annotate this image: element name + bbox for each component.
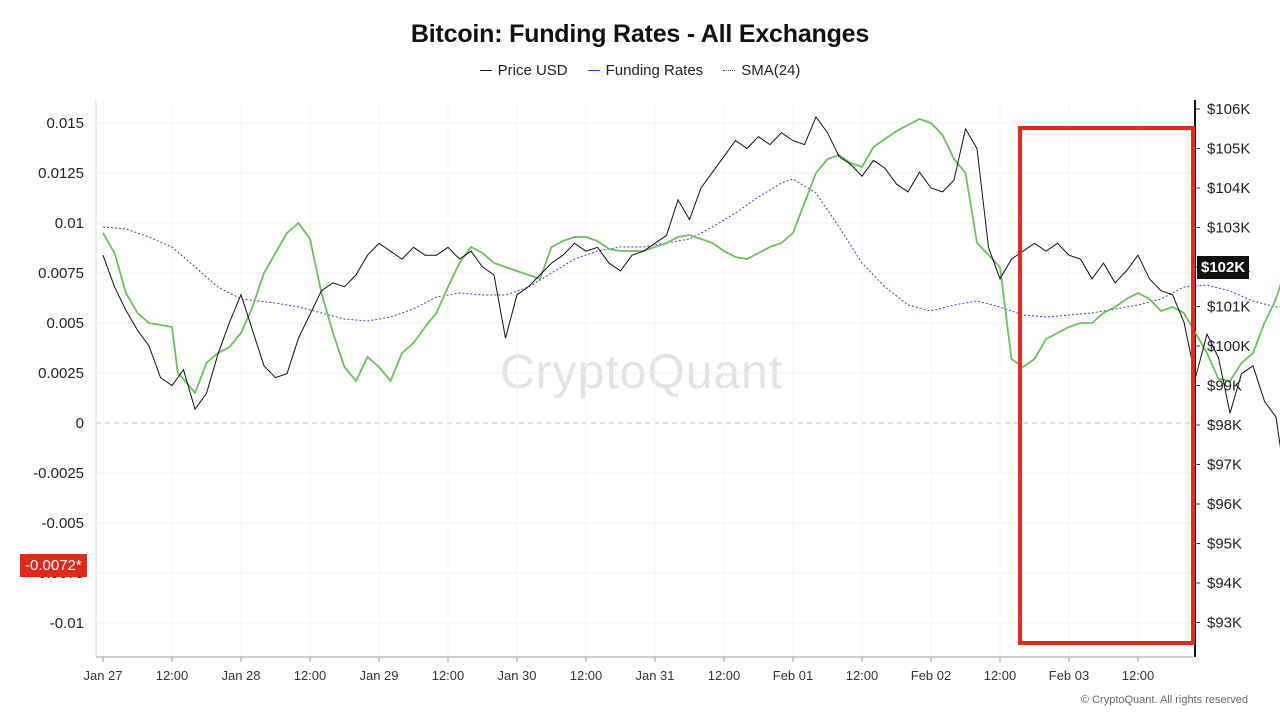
left-tick-label: -0.005 <box>41 515 84 532</box>
left-tick-label: -0.0025 <box>33 465 84 482</box>
legend-label-price: Price USD <box>497 62 568 79</box>
left-tick-label: 0.0125 <box>38 165 84 182</box>
legend-item-funding-rates[interactable]: Funding Rates <box>587 62 704 79</box>
x-tick-label: Jan 27 <box>83 668 122 683</box>
right-tick-label: $105K <box>1207 141 1250 158</box>
x-tick-label: Feb 03 <box>1049 668 1089 683</box>
x-tick-label: Jan 30 <box>497 668 536 683</box>
right-tick-label: $93K <box>1207 615 1242 632</box>
x-tick-label: 12:00 <box>432 668 465 683</box>
right-tick-label: $100K <box>1207 338 1250 355</box>
current-price-badge: $102K <box>1197 256 1250 279</box>
right-tick-label: $95K <box>1207 536 1242 553</box>
axes <box>95 100 1200 662</box>
left-tick-label: 0.0075 <box>38 265 84 282</box>
x-tick-label: 12:00 <box>156 668 189 683</box>
sma-swatch-icon <box>723 70 736 71</box>
copyright: © CryptoQuant. All rights reserved <box>1080 694 1248 706</box>
right-tick-label: $103K <box>1207 220 1250 237</box>
x-tick-label: 12:00 <box>294 668 327 683</box>
tick-labels: 0.015 0.0125 0.01 0.0075 0.005 0.0025 0 -0.0025… <box>33 101 1250 683</box>
left-tick-label: 0.01 <box>55 215 84 232</box>
right-tick-label: $104K <box>1207 180 1250 197</box>
legend: Price USD Funding Rates SMA(24) <box>0 62 1280 79</box>
left-tick-label: 0 <box>76 415 84 432</box>
x-tick-label: 12:00 <box>708 668 741 683</box>
right-tick-label: $96K <box>1207 496 1242 513</box>
left-tick-label: -0.01 <box>50 615 84 632</box>
chart-title: Bitcoin: Funding Rates - All Exchanges <box>410 20 870 48</box>
right-tick-label: $98K <box>1207 417 1242 434</box>
left-tick-label: 0.0025 <box>38 365 84 382</box>
legend-label-sma: SMA(24) <box>741 62 801 79</box>
price-swatch-icon <box>479 70 492 71</box>
x-tick-label: Feb 01 <box>773 668 813 683</box>
left-tick-label: 0.015 <box>46 115 84 132</box>
x-tick-label: Jan 31 <box>635 668 674 683</box>
grid <box>96 100 1193 657</box>
highlight-box <box>1018 126 1195 645</box>
right-tick-label: $94K <box>1207 575 1242 592</box>
funding-positive-line <box>102 118 1280 395</box>
price-line <box>102 115 1280 449</box>
x-tick-label: Feb 02 <box>911 668 951 683</box>
right-tick-label: $97K <box>1207 457 1242 474</box>
right-tick-label: $99K <box>1207 378 1242 395</box>
x-tick-label: 12:00 <box>570 668 603 683</box>
right-tick-label: $106K <box>1207 101 1250 118</box>
x-tick-label: 12:00 <box>984 668 1017 683</box>
x-tick-label: 12:00 <box>1122 668 1155 683</box>
funding-swatch-icon <box>587 70 600 71</box>
legend-item-sma[interactable]: SMA(24) <box>723 62 800 79</box>
x-tick-label: Jan 28 <box>221 668 260 683</box>
series <box>102 115 1280 449</box>
x-tick-label: Jan 29 <box>359 668 398 683</box>
left-tick-label: 0.005 <box>46 315 84 332</box>
sma-line <box>102 178 1280 322</box>
x-tick-label: 12:00 <box>846 668 879 683</box>
legend-label-funding-rates: Funding Rates <box>605 62 704 79</box>
right-tick-label: $101K <box>1207 299 1250 316</box>
legend-item-price[interactable]: Price USD <box>479 62 568 79</box>
current-funding-badge: -0.0072* <box>20 554 87 577</box>
